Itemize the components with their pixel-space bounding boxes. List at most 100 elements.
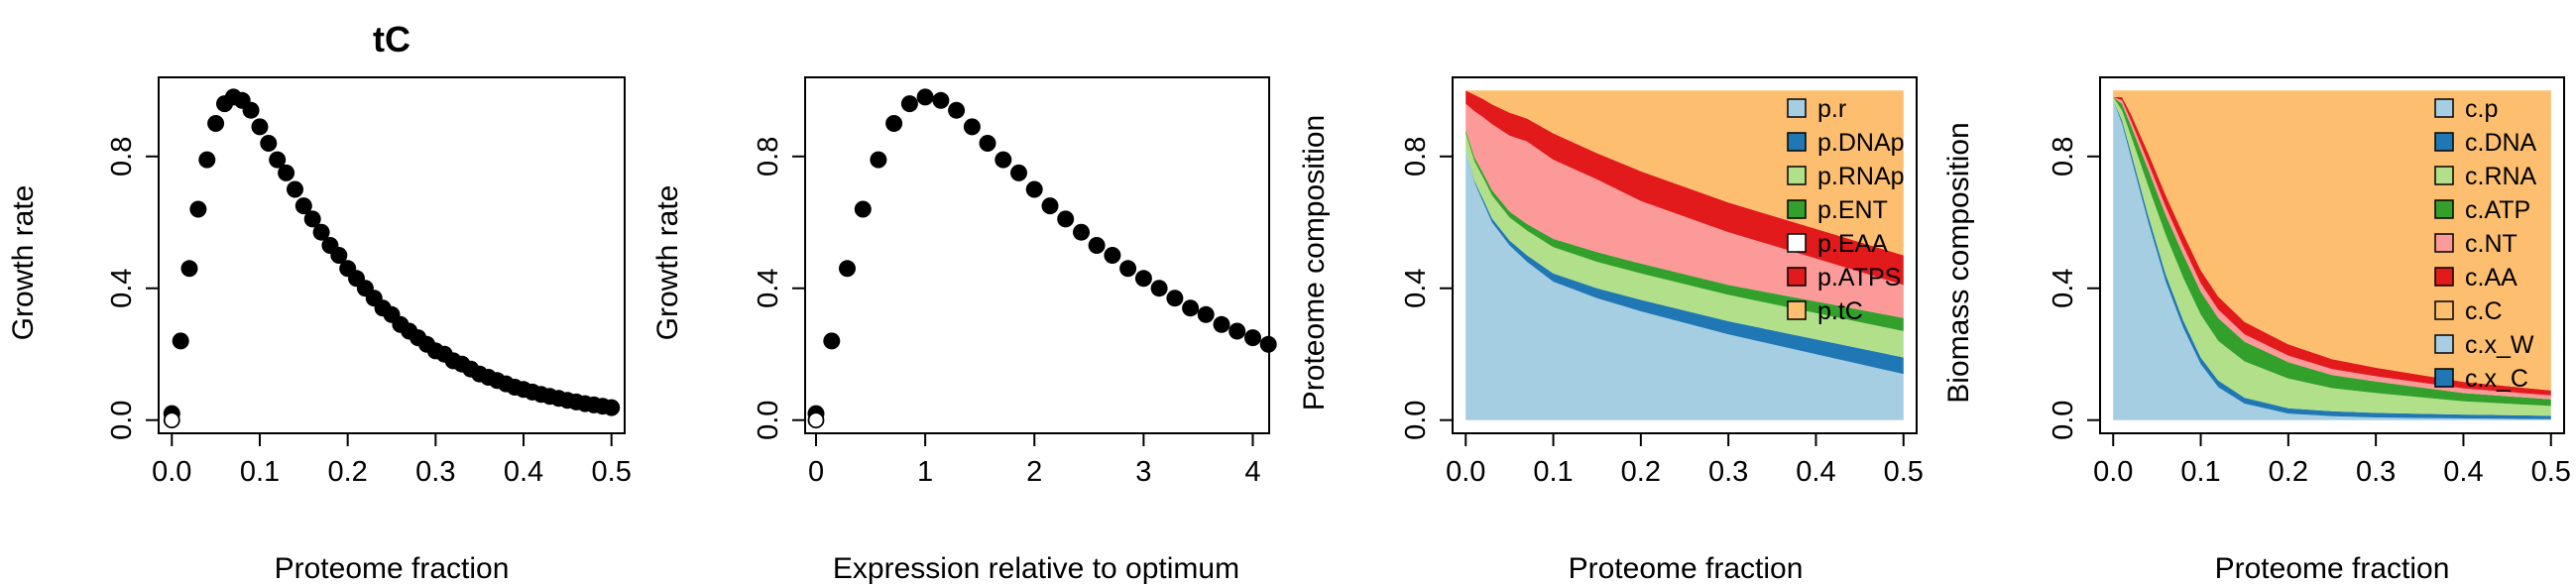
data-point	[1197, 305, 1215, 323]
x-tick-label: 0.0	[2093, 456, 2133, 488]
legend-swatch	[1787, 267, 1807, 287]
data-point	[1182, 299, 1200, 317]
data-point	[870, 151, 887, 169]
panel-1-title: tC	[373, 19, 410, 59]
legend-swatch	[1787, 300, 1807, 320]
x-tick-label: 0.1	[240, 456, 280, 488]
legend-label: p.EAA	[1817, 230, 1888, 258]
panel-1: tC Proteome fraction Growth rate 0.0 0.1 0…	[7, 19, 632, 585]
panel-1-ylabel: Growth rate	[7, 185, 40, 341]
y-tick-label: 0.0	[753, 401, 784, 440]
panel-2-plot: 0 1 2 3 4 0.0 0.4 0.8	[753, 76, 1277, 488]
data-point	[207, 115, 225, 132]
panel-3-xlabel: Proteome fraction	[1569, 552, 1804, 585]
x-tick-label: 1	[917, 456, 933, 488]
panel-3: Proteome fraction Proteome composition p…	[1298, 76, 1924, 585]
data-point	[189, 200, 207, 218]
data-point	[603, 399, 621, 416]
data-point	[979, 135, 996, 152]
legend-swatch	[1787, 199, 1807, 219]
legend-swatch	[1787, 98, 1807, 118]
panel-2-ylabel: Growth rate	[651, 185, 684, 341]
plot-frame	[158, 76, 626, 434]
data-point	[1088, 237, 1106, 254]
x-tick-label: 0.2	[1621, 456, 1661, 488]
data-point	[1104, 247, 1121, 264]
data-point	[854, 200, 872, 218]
plot-frame	[804, 76, 1270, 434]
panel-3-ylabel: Proteome composition	[1298, 115, 1331, 410]
legend-swatch	[1787, 233, 1807, 253]
data-point	[198, 151, 216, 169]
y-tick-label: 0.4	[106, 269, 138, 308]
legend-swatch	[2434, 98, 2454, 118]
legend-swatch	[1787, 166, 1807, 185]
y-tick-label: 0.4	[1400, 269, 1432, 308]
legend-label: p.RNAp	[1817, 163, 1905, 190]
data-point	[1134, 270, 1152, 288]
x-tick-label: 0.0	[152, 456, 191, 488]
data-point	[303, 210, 321, 228]
x-tick-label: 0.3	[2356, 456, 2396, 488]
data-point-open	[163, 411, 180, 429]
area-layer-p-ENT	[1465, 130, 1904, 331]
legend-swatch	[2434, 368, 2454, 388]
legend-label: c.DNA	[2465, 129, 2537, 157]
data-point	[900, 95, 918, 113]
data-point	[251, 118, 269, 136]
data-point	[1244, 329, 1261, 347]
x-tick-label: 0	[808, 456, 824, 488]
data-point-open	[807, 411, 825, 429]
data-point	[823, 332, 841, 350]
legend-swatch	[1787, 132, 1807, 152]
y-tick-label: 0.8	[1400, 137, 1432, 176]
legend-label: p.ATPS	[1817, 264, 1901, 292]
panel-2: Expression relative to optimum Growth ra…	[651, 76, 1277, 585]
x-tick-label: 0.1	[1533, 456, 1573, 488]
legend-label: c.ATP	[2465, 196, 2530, 224]
area-layer-c-p	[2113, 100, 2551, 420]
data-point	[1229, 322, 1246, 340]
legend-label: p.tC	[1817, 297, 1863, 325]
data-point	[963, 118, 981, 136]
legend-label: c.p	[2465, 95, 2498, 123]
y-tick-label: 0.8	[753, 137, 784, 176]
panel-4-xlabel: Proteome fraction	[2215, 552, 2450, 585]
data-point	[1025, 180, 1043, 198]
data-point	[1119, 260, 1137, 278]
x-tick-label: 0.2	[327, 456, 367, 488]
legend-label: c.x_C	[2465, 365, 2528, 393]
data-point	[995, 151, 1012, 169]
panel-4-ylabel: Biomass composition	[1942, 122, 1975, 403]
legend-swatch	[2434, 300, 2454, 320]
data-point	[312, 223, 330, 241]
legend-label: c.NT	[2465, 230, 2517, 258]
area-layer-p-r	[1465, 150, 1904, 420]
legend-label: p.r	[1817, 95, 1846, 123]
y-tick-label: 0.4	[753, 269, 784, 308]
x-tick-label: 0.5	[1884, 456, 1924, 488]
area-layer-c-ATP	[2113, 96, 2551, 407]
data-point	[172, 332, 189, 350]
legend-swatch	[2434, 334, 2454, 354]
legend-swatch	[2434, 233, 2454, 253]
legend-label: p.DNAp	[1817, 129, 1905, 157]
plot-frame	[1452, 76, 1918, 434]
data-point	[1073, 223, 1090, 241]
x-tick-label: 2	[1026, 456, 1042, 488]
x-tick-label: 3	[1135, 456, 1151, 488]
legend-swatch	[2434, 267, 2454, 287]
data-point	[180, 260, 198, 278]
x-tick-label: 0.3	[415, 456, 455, 488]
data-point	[1213, 315, 1230, 333]
panel-1-plot: 0.0 0.1 0.2 0.3 0.4 0.5 0.0 0.4 0.8	[106, 76, 632, 488]
legend-swatch	[2434, 132, 2454, 152]
data-point	[260, 135, 278, 152]
x-tick-label: 4	[1244, 456, 1260, 488]
panel-4: Proteome fraction Biomass composition c.…	[1942, 76, 2571, 585]
x-tick-label: 0.4	[504, 456, 543, 488]
panel-2-xlabel: Expression relative to optimum	[833, 552, 1239, 585]
data-point	[1057, 210, 1075, 228]
area-layer-p-RNAp	[1465, 133, 1904, 358]
